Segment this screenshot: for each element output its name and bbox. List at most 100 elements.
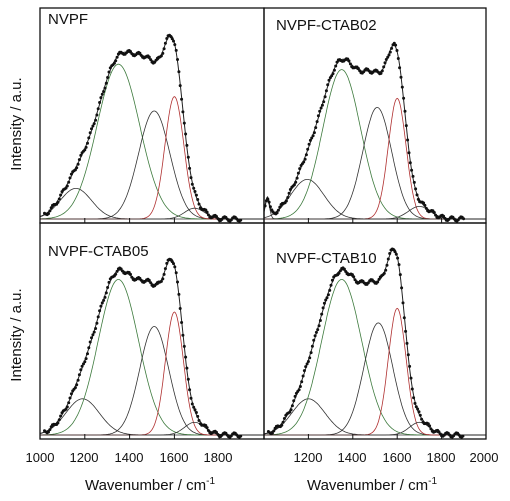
data-point [320, 312, 324, 316]
data-point [177, 292, 181, 296]
data-point [75, 383, 79, 387]
data-point [88, 340, 92, 344]
data-point [312, 338, 316, 342]
data-point [65, 184, 69, 188]
data-point [377, 277, 381, 281]
data-point [173, 265, 177, 269]
data-point [298, 167, 302, 171]
data-point [185, 366, 189, 370]
data-point [404, 124, 408, 128]
data-point [102, 90, 106, 93]
data-point [173, 43, 177, 47]
data-point [329, 283, 333, 287]
panel-nvpf: NVPF [39, 7, 265, 224]
data-point [57, 418, 61, 422]
data-point [302, 369, 306, 373]
data-point [239, 434, 243, 438]
data-point [434, 213, 438, 217]
data-point [379, 71, 383, 75]
data-point [396, 57, 400, 60]
data-point [403, 109, 407, 113]
data-point [281, 420, 285, 424]
data-point [326, 83, 330, 87]
data-point [288, 188, 292, 191]
data-point [267, 200, 271, 204]
data-point [115, 55, 119, 59]
data-point [317, 324, 321, 328]
data-point [423, 203, 427, 207]
data-point [420, 417, 424, 421]
data-point [87, 136, 91, 140]
data-point [406, 138, 410, 142]
data-point [328, 288, 332, 292]
data-point [306, 147, 310, 151]
data-point [412, 396, 416, 400]
component-peak-4 [40, 96, 264, 220]
data-point [415, 193, 419, 197]
panel-nvpf-ctab10: NVPF-CTAB10 [263, 222, 487, 440]
data-point [276, 208, 280, 212]
data-point [91, 124, 95, 128]
data-point [414, 405, 418, 409]
y-axis-label-bottom: Intensity / a.u. [8, 288, 25, 381]
data-point [79, 153, 83, 157]
data-point [57, 197, 61, 201]
data-point [380, 69, 384, 73]
data-point [386, 55, 390, 59]
data-point [186, 155, 190, 159]
data-point [330, 74, 334, 78]
data-point [268, 205, 272, 209]
data-point [95, 321, 99, 325]
data-point [382, 65, 386, 69]
x-tick-label: 1200 [294, 450, 323, 465]
data-point [193, 408, 197, 412]
data-point [163, 41, 167, 45]
data-point [67, 180, 71, 184]
data-point [59, 414, 63, 418]
data-point [316, 114, 320, 118]
data-point [95, 113, 99, 117]
data-point [149, 281, 153, 285]
data-point [385, 263, 389, 267]
plot-frame [263, 222, 487, 440]
data-point [86, 352, 89, 356]
data-point [98, 101, 102, 104]
data-point [114, 59, 118, 63]
data-point [184, 132, 188, 136]
data-point [99, 96, 103, 100]
data-point [205, 210, 209, 214]
data-point [352, 275, 356, 279]
data-point [112, 61, 116, 65]
data-point [76, 162, 80, 166]
data-point [104, 81, 108, 85]
measured-spectrum [263, 41, 466, 223]
data-point [181, 110, 185, 114]
data-point [398, 273, 402, 277]
data-point [69, 392, 73, 396]
data-point [162, 272, 166, 276]
data-point [286, 196, 290, 199]
data-point [314, 126, 318, 130]
data-point [416, 197, 420, 201]
data-point [185, 143, 189, 147]
data-point [323, 95, 327, 99]
data-point [159, 279, 163, 283]
component-peak-4 [40, 311, 264, 436]
data-point [398, 66, 402, 70]
data-point [196, 198, 200, 201]
data-point [180, 321, 184, 324]
data-point [79, 368, 83, 372]
data-point [186, 377, 190, 381]
data-point [165, 261, 169, 265]
data-point [98, 309, 102, 313]
data-point [404, 329, 408, 333]
data-point [306, 360, 310, 363]
data-point [324, 89, 328, 93]
data-point [386, 257, 390, 261]
x-tick-label: 1800 [427, 450, 456, 465]
data-point [100, 92, 104, 96]
data-point [399, 75, 403, 79]
component-peak-2 [264, 69, 486, 220]
data-point [69, 172, 73, 176]
data-point [353, 278, 357, 282]
